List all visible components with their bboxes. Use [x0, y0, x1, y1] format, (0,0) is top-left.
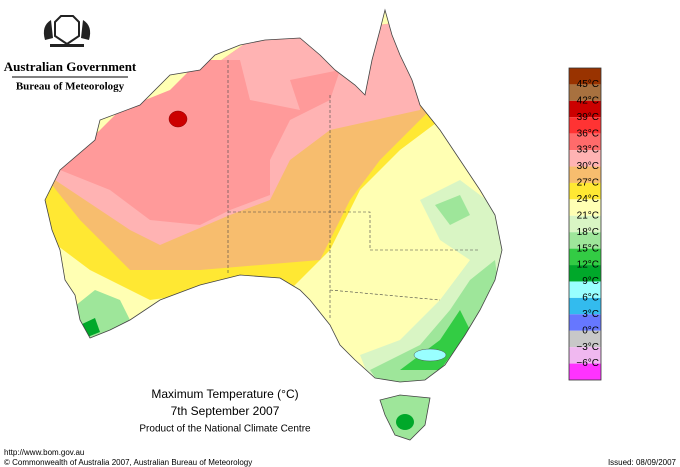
- legend-swatch: [569, 117, 601, 134]
- map-title: Maximum Temperature (°C): [151, 387, 298, 401]
- legend-label: −3°C: [576, 342, 599, 353]
- legend-label: 21°C: [577, 210, 599, 221]
- footer-url: http://www.bom.gov.au: [4, 448, 84, 457]
- legend-label: 6°C: [582, 293, 599, 304]
- legend-swatch: [569, 215, 601, 233]
- legend-swatch: [569, 248, 601, 266]
- crest: [43, 15, 91, 47]
- legend-swatch: [569, 363, 601, 380]
- legend-swatch: [569, 68, 601, 85]
- legend-label: 27°C: [577, 178, 599, 189]
- legend-label: 33°C: [577, 145, 599, 156]
- legend-label: 9°C: [582, 276, 599, 287]
- legend: 45°C 42°C 39°C 36°C 33°C 30°C 27°C 24°C 21°C 18°C…: [568, 67, 602, 381]
- legend-swatch: [569, 314, 601, 331]
- legend-swatch: [569, 330, 601, 348]
- legend-swatch: [569, 297, 601, 315]
- legend-label: 18°C: [577, 227, 599, 238]
- bureau-name: Bureau of Meteorology: [16, 81, 125, 93]
- footer-issued: Issued: 08/09/2007: [608, 458, 677, 467]
- map-product: Product of the National Climate Centre: [139, 424, 311, 435]
- legend-swatch: [569, 265, 601, 282]
- legend-label: 12°C: [577, 260, 599, 271]
- legend-swatch: [569, 166, 601, 183]
- legend-label: 30°C: [577, 161, 599, 172]
- legend-label: 45°C: [577, 79, 599, 90]
- legend-label: 0°C: [582, 325, 599, 336]
- legend-label: 15°C: [577, 243, 599, 254]
- legend-label: −6°C: [576, 358, 599, 369]
- legend-swatch: [569, 199, 601, 216]
- legend-label: 39°C: [577, 112, 599, 123]
- legend-swatch: [569, 84, 601, 101]
- legend-label: 42°C: [577, 95, 599, 106]
- footer-copyright: © Commonwealth of Australia 2007, Austra…: [4, 458, 252, 467]
- coastline: [44, 8, 503, 383]
- legend-label: 3°C: [582, 309, 599, 320]
- legend-swatch: [569, 133, 601, 151]
- government-name: Australian Government: [4, 59, 137, 74]
- legend-label: 36°C: [577, 128, 599, 139]
- legend-swatch: [569, 100, 601, 118]
- legend-swatch: [569, 281, 601, 298]
- legend-swatch: [569, 347, 601, 364]
- legend-swatch: [569, 232, 601, 249]
- legend-frame: [568, 67, 602, 381]
- tasmania-zone: [396, 414, 414, 430]
- state-borders: [227, 60, 480, 320]
- map-date: 7th September 2007: [171, 404, 280, 418]
- legend-label: 24°C: [577, 194, 599, 205]
- legend-swatch: [569, 182, 601, 200]
- legend-swatch: [569, 150, 601, 167]
